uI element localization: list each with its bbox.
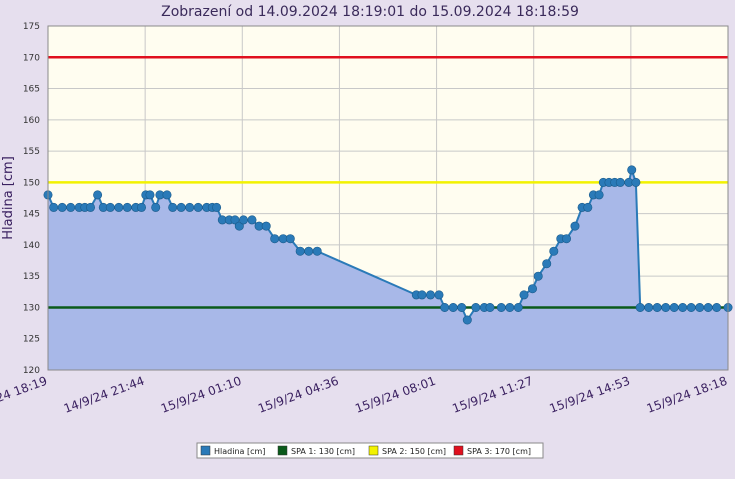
- data-point: [239, 215, 249, 225]
- data-point: [304, 246, 314, 256]
- data-point: [485, 302, 495, 312]
- data-point: [312, 246, 322, 256]
- data-point: [151, 202, 161, 212]
- legend-swatch: [453, 445, 464, 456]
- data-point: [462, 315, 472, 325]
- y-tick-label: 155: [23, 147, 40, 157]
- data-point: [542, 259, 552, 269]
- data-point: [471, 302, 481, 312]
- data-point: [448, 302, 458, 312]
- data-point: [652, 302, 662, 312]
- y-tick-label: 145: [23, 210, 40, 220]
- data-point: [434, 290, 444, 300]
- data-point: [122, 202, 132, 212]
- data-point: [425, 290, 435, 300]
- data-point: [162, 190, 172, 200]
- data-point: [549, 246, 559, 256]
- legend-swatch: [368, 445, 379, 456]
- y-tick-label: 125: [23, 335, 40, 345]
- legend-label: SPA 3: 170 [cm]: [467, 447, 531, 456]
- plot-area: 120 125 130 135 140 145 150 155 160 165 170 175 14/9…: [0, 22, 733, 416]
- data-point: [627, 165, 637, 175]
- y-tick-label: 130: [23, 303, 40, 313]
- legend-swatch: [277, 445, 288, 456]
- data-point: [417, 290, 427, 300]
- y-tick-label: 165: [23, 85, 40, 95]
- data-point: [57, 202, 67, 212]
- y-tick-label: 160: [23, 116, 40, 126]
- x-tick-label: 15/9/24 11:27: [450, 374, 534, 416]
- x-tick-label: 15/9/24 01:10: [159, 374, 243, 416]
- data-point: [661, 302, 671, 312]
- plot-border: [47, 25, 729, 371]
- data-point: [513, 302, 523, 312]
- data-point: [594, 190, 604, 200]
- data-point: [496, 302, 506, 312]
- data-point: [270, 234, 280, 244]
- y-axis-label: Hladina [cm]: [1, 156, 16, 240]
- data-point: [533, 271, 543, 281]
- data-point: [678, 302, 688, 312]
- data-point: [295, 246, 305, 256]
- data-point: [137, 202, 147, 212]
- data-point: [114, 202, 124, 212]
- data-point: [669, 302, 679, 312]
- data-point: [561, 234, 571, 244]
- x-tick-label: 14/9/24 18:19: [0, 374, 49, 416]
- data-point: [145, 190, 155, 200]
- data-point: [49, 202, 59, 212]
- data-point: [440, 302, 450, 312]
- y-tick-label: 170: [23, 53, 40, 63]
- data-point: [168, 202, 178, 212]
- x-tick-label: 15/9/24 08:01: [353, 374, 437, 416]
- data-point: [686, 302, 696, 312]
- data-point: [261, 221, 271, 231]
- data-point: [703, 302, 713, 312]
- x-tick-label: 15/9/24 14:53: [548, 374, 632, 416]
- data-point: [93, 190, 103, 200]
- x-tick-label: 14/9/24 21:44: [62, 374, 146, 416]
- data-point: [527, 284, 537, 294]
- data-point: [234, 221, 244, 231]
- legend-label: Hladina [cm]: [214, 447, 265, 456]
- y-tick-label: 140: [23, 241, 40, 251]
- legend-swatch: [200, 445, 211, 456]
- y-tick-label: 150: [23, 178, 40, 188]
- data-point: [176, 202, 186, 212]
- data-point: [66, 202, 76, 212]
- data-point: [570, 221, 580, 231]
- x-tick-label: 15/9/24 04:36: [256, 374, 340, 416]
- y-tick-label: 120: [23, 366, 40, 376]
- data-point: [519, 290, 529, 300]
- x-tick-label: 15/9/24 18:18: [645, 374, 729, 416]
- data-point: [247, 215, 257, 225]
- data-point: [644, 302, 654, 312]
- data-point: [105, 202, 115, 212]
- data-point: [193, 202, 203, 212]
- data-point: [86, 202, 96, 212]
- y-tick-label: 135: [23, 272, 40, 282]
- data-point: [212, 202, 222, 212]
- legend: Hladina [cm] SPA 1: 130 [cm] SPA 2: 150 [c…: [196, 442, 544, 459]
- y-tick-label: 175: [23, 22, 40, 32]
- data-point: [631, 177, 641, 187]
- legend-label: SPA 2: 150 [cm]: [382, 447, 446, 456]
- data-point: [615, 177, 625, 187]
- data-point: [505, 302, 515, 312]
- data-point: [583, 202, 593, 212]
- data-point: [185, 202, 195, 212]
- data-point: [457, 302, 467, 312]
- data-point: [285, 234, 295, 244]
- data-point: [635, 302, 645, 312]
- chart-title: Zobrazení od 14.09.2024 18:19:01 do 15.0…: [161, 4, 579, 20]
- data-point: [695, 302, 705, 312]
- data-point: [712, 302, 722, 312]
- legend-label: SPA 1: 130 [cm]: [291, 447, 355, 456]
